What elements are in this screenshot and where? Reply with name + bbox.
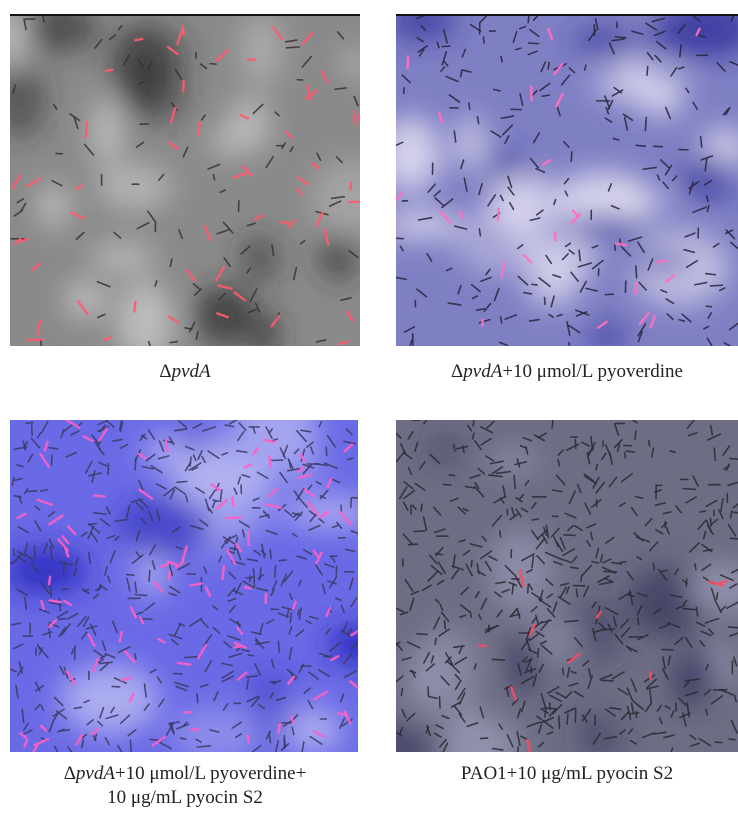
caption-gene: pvdA xyxy=(463,361,503,382)
caption-prefix: Δ xyxy=(451,361,464,382)
micrograph-pvda xyxy=(10,14,360,346)
caption-suffix: +10 μmol/L pyoverdine+ xyxy=(114,763,307,784)
micrograph-pao1-pyocin xyxy=(396,420,738,752)
caption-gene: pvdA xyxy=(171,361,211,382)
caption-pao1-pyocin: PAO1+10 μg/mL pyocin S2 xyxy=(396,762,738,786)
micrograph-pvda-pyoverdine-pyocin xyxy=(10,420,358,752)
caption-line2: 10 μg/mL pyocin S2 xyxy=(107,787,263,808)
caption-pvda: ΔpvdA xyxy=(10,360,360,384)
micrograph-pao1-pyocin-image xyxy=(396,420,738,752)
micrograph-pvda-image xyxy=(10,16,360,346)
caption-suffix: PAO1+10 μg/mL pyocin S2 xyxy=(460,763,674,784)
caption-prefix: Δ xyxy=(63,763,76,784)
micrograph-pvda-pyoverdine xyxy=(396,14,738,346)
caption-suffix: +10 μmol/L pyoverdine xyxy=(502,361,683,382)
micrograph-pvda-pyoverdine-pyocin-image xyxy=(10,420,358,752)
caption-pvda-pyoverdine-pyocin: ΔpvdA+10 μmol/L pyoverdine+ 10 μg/mL pyoc… xyxy=(0,762,370,810)
caption-gene: pvdA xyxy=(75,763,115,784)
micrograph-pvda-pyoverdine-image xyxy=(396,16,738,346)
caption-pvda-pyoverdine: ΔpvdA+10 μmol/L pyoverdine xyxy=(396,360,738,384)
caption-prefix: Δ xyxy=(159,361,172,382)
